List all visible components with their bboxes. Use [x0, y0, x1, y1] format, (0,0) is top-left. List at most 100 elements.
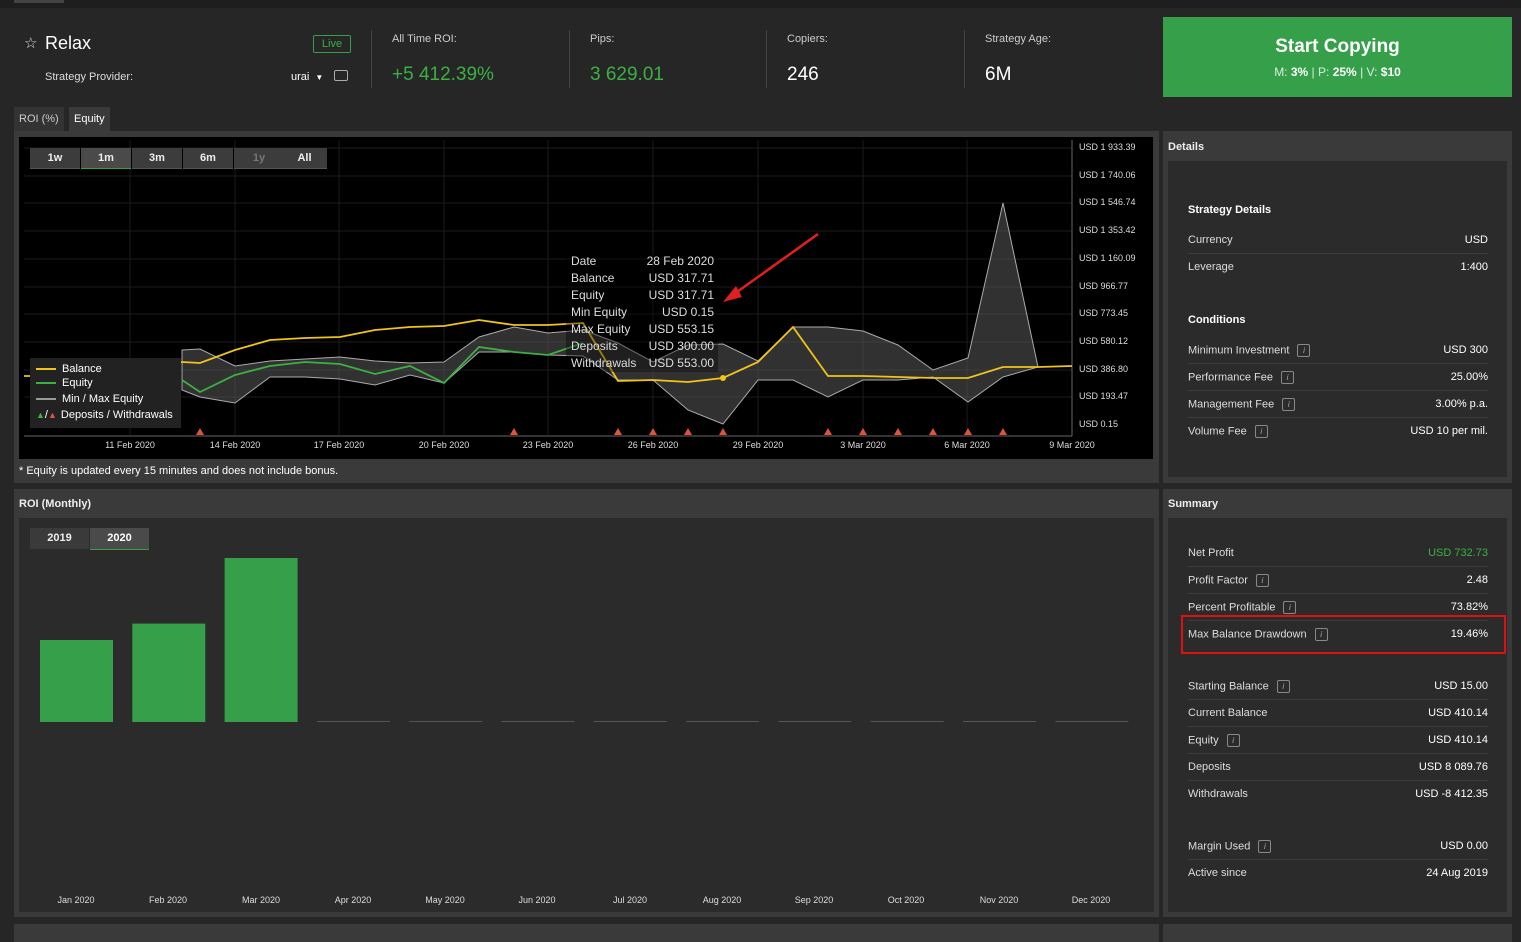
start-copying-button[interactable]: Start Copying M: 3% | P: 25% | V: $10 [1163, 17, 1512, 97]
tooltip-min-equity-key: Min Equity [571, 305, 628, 319]
y-tick: USD 966.77 [1079, 281, 1129, 291]
summary-row-current-balance: Current Balance USD 410.14 [1188, 699, 1488, 727]
roi-bar[interactable] [686, 721, 760, 722]
strategy-details-title: Strategy Details [1188, 204, 1272, 216]
roi-bar[interactable] [778, 721, 852, 722]
annotation-arrowhead [723, 286, 742, 302]
chart-tooltip [566, 252, 718, 372]
roi-bar[interactable] [501, 721, 575, 722]
tab-equity[interactable]: Equity [69, 107, 110, 131]
strategy-provider-label: Strategy Provider: [45, 71, 134, 83]
month-tick: Aug 2020 [702, 895, 742, 905]
x-tick: 14 Feb 2020 [209, 440, 261, 450]
legend-equity[interactable]: Equity [36, 377, 93, 389]
detail-row-currency: Currency USD [1188, 226, 1488, 254]
star-icon[interactable]: ☆ [24, 35, 38, 52]
y-tick: USD 0.15 [1079, 419, 1119, 429]
roi-bar[interactable] [40, 640, 113, 722]
roi-bar[interactable] [224, 558, 298, 722]
info-icon[interactable]: i [1255, 574, 1269, 587]
drawdown-highlight-box [1181, 615, 1506, 654]
roi-monthly-chart [19, 518, 1154, 912]
info-icon[interactable]: i [1283, 601, 1297, 614]
month-tick: May 2020 [425, 895, 465, 905]
message-icon[interactable] [334, 70, 348, 81]
legend-minmax[interactable]: Min / Max Equity [36, 393, 143, 405]
strategy-age-value: 6M [985, 64, 1012, 85]
info-icon[interactable]: i [1226, 734, 1240, 747]
roi-bar[interactable] [409, 721, 483, 722]
range-6m-button[interactable]: 6m [183, 148, 233, 169]
y-tick: USD 1 546.74 [1079, 197, 1136, 207]
summary-title: Summary [1168, 498, 1219, 510]
tooltip-max-equity-value: USD 553.15 [648, 322, 714, 336]
range-3m-button[interactable]: 3m [132, 148, 182, 169]
annotation-arrow [729, 232, 819, 299]
deposit-triangle-icon: ▲ [36, 410, 45, 420]
condition-row-volume-fee: Volume Fee i USD 10 per mil. [1188, 425, 1488, 438]
summary-row-max-balance-drawdown: Max Balance Drawdown i 19.46% [1188, 628, 1488, 641]
chevron-down-icon: ▼ [315, 73, 324, 82]
legend-balance[interactable]: Balance [36, 363, 102, 375]
info-icon[interactable]: i [1282, 398, 1296, 411]
summary-row-equity: Equity i USD 410.14 [1188, 726, 1488, 754]
strategy-age-label: Strategy Age: [985, 33, 1052, 45]
roi-bar[interactable] [593, 721, 667, 722]
roi-bar[interactable] [963, 721, 1036, 722]
year-2019-button[interactable]: 2019 [30, 528, 89, 549]
equity-chart [19, 137, 1153, 459]
all-time-roi-label: All Time ROI: [392, 33, 457, 45]
x-tick: 29 Feb 2020 [732, 440, 784, 450]
month-tick: Jun 2020 [518, 895, 556, 905]
legend-deposits-withdrawals[interactable]: ▲/▲ Deposits / Withdrawals [36, 409, 173, 421]
header-divider [964, 30, 965, 88]
chart-legend: Balance Equity Min / Max Equity ▲/▲ Depos… [30, 358, 181, 428]
header-divider [569, 30, 570, 88]
month-tick: Oct 2020 [887, 895, 925, 905]
range-all-button[interactable]: All [282, 148, 327, 169]
withdrawal-markers [196, 428, 1007, 435]
copiers-label: Copiers: [787, 33, 828, 45]
details-title: Details [1168, 141, 1205, 153]
provider-dropdown[interactable]: urai ▼ [291, 71, 323, 83]
range-1y-button[interactable]: 1y [234, 148, 284, 169]
month-tick: Nov 2020 [979, 895, 1019, 905]
details-panel: Details Strategy Details Currency USD Lev… [1163, 131, 1512, 483]
range-1w-button[interactable]: 1w [30, 148, 80, 169]
info-icon[interactable]: i [1280, 371, 1294, 384]
x-tick: 11 Feb 2020 [105, 440, 155, 450]
info-icon[interactable]: i [1258, 840, 1272, 853]
range-1m-button[interactable]: 1m [81, 148, 131, 169]
summary-row-active-since: Active since 24 Aug 2019 [1188, 867, 1488, 879]
copy-terms: M: 3% | P: 25% | V: $10 [1274, 65, 1401, 79]
info-icon[interactable]: i [1314, 628, 1328, 641]
tab-roi[interactable]: ROI (%) [14, 107, 64, 131]
summary-row-percent-profitable: Percent Profitable i 73.82% [1188, 593, 1488, 621]
bottom-panel [14, 924, 1159, 942]
roi-bar[interactable] [1055, 721, 1129, 722]
x-tick: 23 Feb 2020 [522, 440, 574, 450]
info-icon[interactable]: i [1276, 680, 1290, 693]
y-tick: USD 1 160.09 [1079, 253, 1136, 263]
equity-line [181, 342, 584, 394]
pips-value: 3 629.01 [590, 64, 664, 85]
tooltip-balance-key: Balance [571, 271, 615, 285]
all-time-roi-value: +5 412.39% [392, 64, 494, 85]
details-body: Strategy Details Currency USD Leverage 1:4… [1168, 161, 1507, 477]
withdrawal-triangle-icon: ▲ [47, 410, 57, 420]
bottom-right-panel [1163, 924, 1512, 942]
month-tick: Jul 2020 [612, 895, 648, 905]
roi-bar[interactable] [132, 623, 206, 722]
detail-row-leverage: Leverage 1:400 [1188, 261, 1488, 273]
balance-line [24, 319, 1073, 383]
x-tick: 3 Mar 2020 [840, 440, 886, 450]
header-divider [766, 30, 767, 88]
summary-row-withdrawals: Withdrawals USD -8 412.35 [1188, 788, 1488, 800]
year-2020-button[interactable]: 2020 [90, 528, 149, 550]
info-icon[interactable]: i [1254, 425, 1268, 438]
roi-monthly-title: ROI (Monthly) [19, 498, 92, 510]
roi-bar[interactable] [316, 721, 390, 722]
roi-bar[interactable] [870, 721, 944, 722]
info-icon[interactable]: i [1297, 344, 1311, 357]
